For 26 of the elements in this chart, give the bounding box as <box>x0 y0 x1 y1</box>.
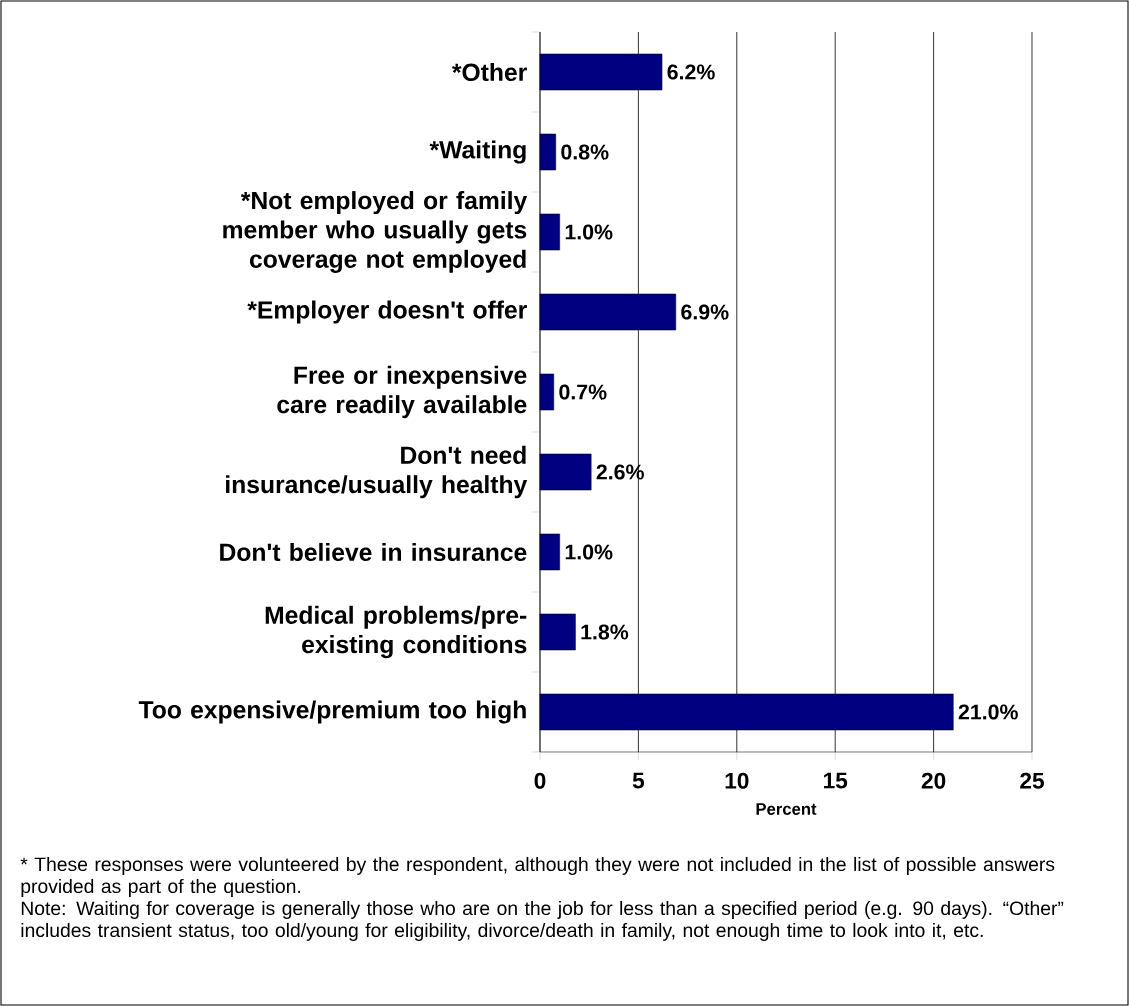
data-label: 1.0% <box>565 224 613 240</box>
data-label: 21.0% <box>958 704 1018 720</box>
text: * These responses were volunteered by the respondent, although they were not included in the list of possible answers provided as part of the question. <box>20 856 1055 897</box>
x-tick-label: 20 <box>921 772 946 789</box>
data-label: 6.2% <box>667 64 715 80</box>
y-tick-label: Don't need insurance/usually healthy <box>226 445 528 499</box>
data-label: 6.9% <box>681 304 729 320</box>
x-tick-label: 5 <box>632 772 645 789</box>
y-tick-label: Medical problems/pre-existing conditions <box>265 605 527 659</box>
y-tick-label: *Not employed or family member who usually gets coverage not employed <box>223 191 528 273</box>
y-tick-label: *Other <box>451 62 527 82</box>
y-tick-label: Too expensive/premium too high <box>138 700 526 724</box>
x-tick-label: 0 <box>534 772 546 789</box>
data-label: 1.8% <box>581 624 629 640</box>
y-tick-label: *Waiting <box>429 140 526 164</box>
y-tick-label: Free or inexpensive care readily available <box>277 365 527 419</box>
text: Note: Waiting for coverage is generally those who are on the job for less than a specified period (e.g. 90 days). “Other” includes transient status, too old/young for eligibility, divorce/death in family, not enough time to look into it, etc. <box>21 900 1064 941</box>
data-label: 0.8% <box>561 144 609 160</box>
y-tick-label: Don't believe in insurance <box>220 542 527 562</box>
data-label: 0.7% <box>559 384 607 400</box>
data-label: 1.0% <box>565 544 613 560</box>
x-axis-title: Percent <box>756 803 817 815</box>
x-tick-label: 25 <box>1020 772 1044 789</box>
x-tick-label: 10 <box>725 772 749 789</box>
x-tick-label: 15 <box>824 772 848 789</box>
y-tick-label: *Employer doesn't offer <box>247 300 527 324</box>
